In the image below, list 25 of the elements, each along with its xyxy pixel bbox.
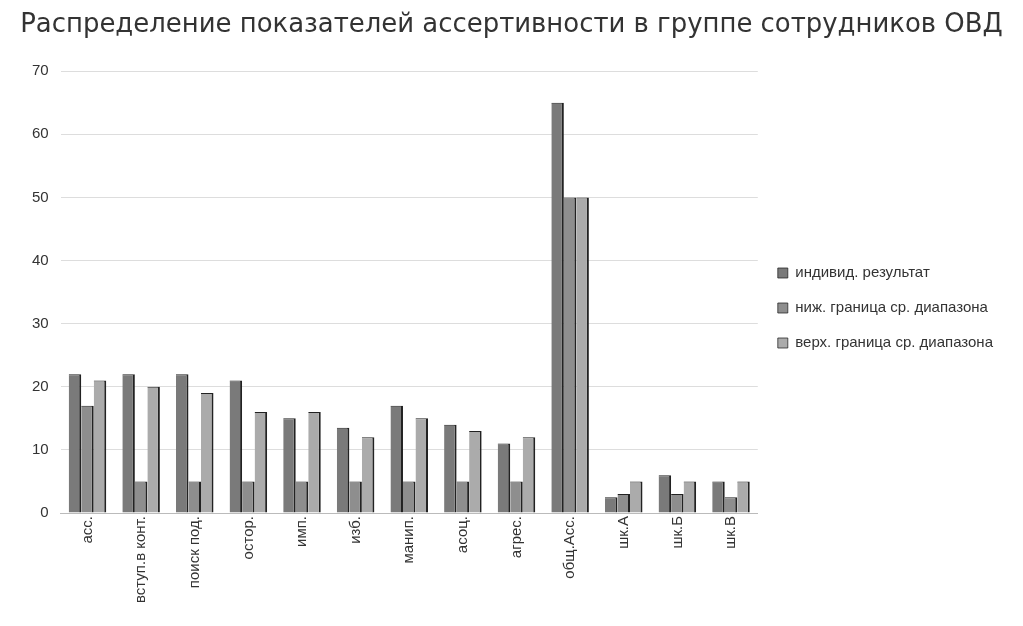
y-tick-label: 20 <box>32 376 49 394</box>
x-tick-label: агрес. <box>506 516 524 559</box>
y-tick-label: 0 <box>40 503 49 521</box>
y-tick-label: 60 <box>32 124 49 142</box>
y-tick-label: 50 <box>32 187 49 205</box>
x-tick-label: шк.Б <box>667 515 685 549</box>
x-tick-label: манип. <box>399 516 417 564</box>
x-tick-label: шк.А <box>613 516 631 549</box>
x-tick-label: вступ.в конт. <box>131 516 149 603</box>
legend-label: верх. граница ср. диапазона <box>795 333 994 351</box>
x-tick-label: асс. <box>77 516 95 544</box>
y-tick-label: 30 <box>32 313 49 331</box>
x-tick-label: поиск под. <box>184 516 202 589</box>
y-tick-label: 70 <box>32 61 49 79</box>
x-tick-label: изб. <box>345 516 363 544</box>
legend-label: ниж. граница ср. диапазона <box>795 298 989 316</box>
x-tick-label: шк.В <box>721 516 739 549</box>
x-tick-label: имп. <box>292 516 310 547</box>
x-tick-label: остор. <box>238 516 256 560</box>
x-tick-label: асоц. <box>453 516 471 554</box>
y-tick-label: 10 <box>32 440 49 458</box>
chart-title: Распределение показателей ассертивности в группе сотрудников ОВД <box>20 8 1003 39</box>
x-tick-label: общ.Асс. <box>560 516 578 579</box>
y-tick-label: 40 <box>32 250 49 268</box>
legend-label: индивид. результат <box>795 263 930 281</box>
